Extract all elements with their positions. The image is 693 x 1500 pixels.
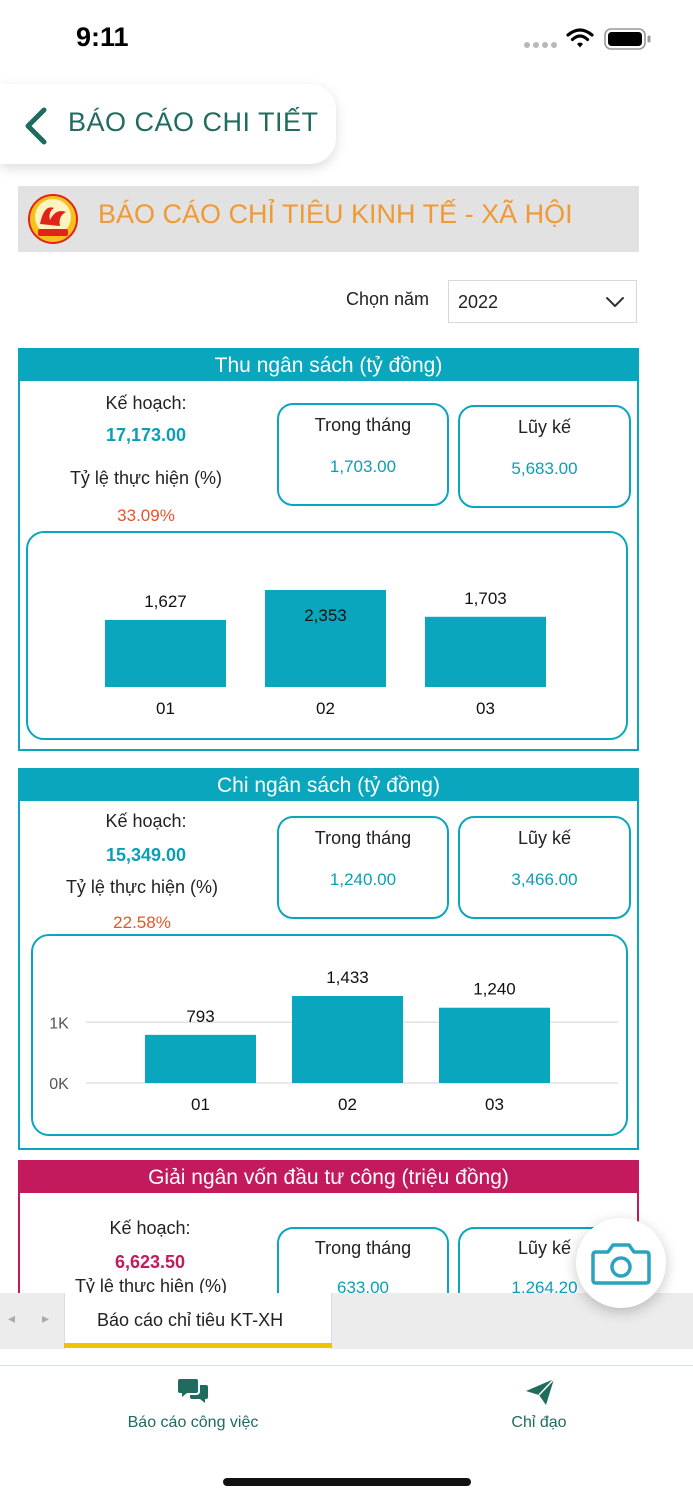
x-tick-label: 01 bbox=[191, 1095, 210, 1114]
x-tick-label: 03 bbox=[476, 699, 495, 718]
battery-icon bbox=[604, 28, 651, 50]
investment-section: Giải ngân vốn đầu tư công (triệu đồng) bbox=[18, 1160, 639, 1295]
nav-work-report-label[interactable]: Báo cáo công việc bbox=[127, 1414, 259, 1431]
month-kpi-label: Trong tháng bbox=[314, 415, 412, 435]
tab-label: Báo cáo chỉ tiêu KT-XH bbox=[97, 1310, 284, 1330]
tab-report-kt-xh[interactable] bbox=[64, 1293, 332, 1349]
long-an-logo bbox=[28, 194, 78, 244]
month-kpi-value: 1,703.00 bbox=[329, 457, 397, 476]
back-icon[interactable] bbox=[18, 104, 58, 148]
month-kpi-value: 633.00 bbox=[337, 1278, 389, 1293]
year-select[interactable] bbox=[448, 280, 637, 323]
bar bbox=[145, 1034, 256, 1083]
cumulative-kpi-value: 1,264.20 bbox=[511, 1278, 578, 1293]
ratio-value: 33.09% bbox=[117, 506, 175, 525]
bottom-navigation bbox=[0, 1365, 693, 1500]
section-title: Chi ngân sách (tỷ đồng) bbox=[20, 770, 637, 801]
year-value: 2022 bbox=[458, 292, 499, 312]
month-kpi-label: Trong tháng bbox=[314, 828, 412, 848]
ratio-label: Tỷ lệ thực hiện (%) bbox=[69, 468, 223, 488]
month-kpi-card bbox=[277, 816, 449, 919]
plan-label: Kế hoạch: bbox=[109, 1218, 191, 1238]
month-kpi-card bbox=[277, 403, 449, 506]
plan-label: Kế hoạch: bbox=[105, 811, 187, 831]
section-title: Giải ngân vốn đầu tư công (triệu đồng) bbox=[20, 1162, 637, 1193]
chat-bubbles-icon bbox=[178, 1379, 208, 1403]
plan-value: 17,173.00 bbox=[105, 425, 187, 445]
nav-directive-label[interactable]: Chỉ đạo bbox=[511, 1414, 567, 1431]
year-label: Chọn năm bbox=[346, 289, 430, 309]
tab-prev-icon[interactable]: ◂ bbox=[8, 1310, 16, 1326]
bar bbox=[105, 619, 226, 687]
cumulative-kpi-card bbox=[458, 816, 631, 919]
data-label: 793 bbox=[186, 1007, 214, 1026]
data-label: 1,703 bbox=[464, 589, 507, 608]
ratio-label: Tỷ lệ thực hiện (%) bbox=[65, 877, 219, 897]
x-tick-label: 03 bbox=[485, 1095, 504, 1114]
cumulative-kpi-label: Lũy kế bbox=[517, 1238, 572, 1258]
plan-label: Kế hoạch: bbox=[105, 393, 187, 413]
bar bbox=[292, 996, 403, 1083]
tab-next-icon[interactable]: ▸ bbox=[42, 1310, 50, 1326]
ratio-label: Tỷ lệ thực hiện (%) bbox=[74, 1278, 228, 1293]
status-time: 9:11 bbox=[76, 22, 129, 52]
camera-button[interactable] bbox=[576, 1218, 666, 1308]
cumulative-kpi-card bbox=[458, 405, 631, 508]
cellular-signal-icon bbox=[524, 42, 557, 48]
cumulative-kpi-clip: 1,264.20 bbox=[458, 1278, 631, 1293]
camera-icon bbox=[591, 1243, 651, 1285]
bar bbox=[265, 590, 386, 687]
section-title: Thu ngân sách (tỷ đồng) bbox=[20, 350, 637, 381]
expenditure-bar-chart: 0K 1K 793 01 1,433 02 1,240 03 bbox=[49, 968, 618, 1114]
wifi-icon bbox=[566, 28, 594, 48]
header-card bbox=[0, 84, 336, 164]
ratio-value: 22.58% bbox=[113, 913, 171, 932]
report-banner bbox=[18, 186, 639, 252]
paper-plane-icon bbox=[526, 1378, 555, 1405]
data-label: 2,353 bbox=[304, 606, 347, 625]
bar bbox=[425, 616, 546, 687]
plan-value: 15,349.00 bbox=[105, 845, 187, 865]
y-tick-label: 1K bbox=[49, 1015, 69, 1032]
ratio-label-clip: Tỷ lệ thực hiện (%) bbox=[46, 1278, 256, 1293]
month-kpi-value: 1,240.00 bbox=[329, 870, 397, 889]
cumulative-kpi-label: Lũy kế bbox=[517, 417, 572, 437]
data-label: 1,433 bbox=[326, 968, 369, 987]
x-tick-label: 02 bbox=[316, 699, 335, 718]
x-tick-label: 01 bbox=[156, 699, 175, 718]
cumulative-kpi-value: 3,466.00 bbox=[511, 870, 578, 889]
x-tick-label: 02 bbox=[338, 1095, 357, 1114]
cumulative-kpi-value: 5,683.00 bbox=[511, 459, 578, 478]
plan-value: 6,623.50 bbox=[114, 1252, 186, 1272]
cumulative-kpi-label: Lũy kế bbox=[517, 828, 572, 848]
data-label: 1,627 bbox=[144, 592, 187, 611]
page-title: BÁO CÁO CHI TIẾT bbox=[68, 107, 319, 137]
month-kpi-clip: 633.00 bbox=[277, 1278, 449, 1293]
revenue-bar-chart: 1,627 01 2,353 02 1,703 03 bbox=[105, 589, 546, 718]
chevron-down-icon bbox=[606, 297, 624, 307]
data-label: 1,240 bbox=[473, 980, 516, 999]
bar bbox=[439, 1007, 550, 1083]
month-kpi-label: Trong tháng bbox=[314, 1238, 412, 1258]
home-indicator bbox=[223, 1478, 471, 1486]
banner-title: BÁO CÁO CHỈ TIÊU KINH TẾ - XÃ HỘI bbox=[98, 199, 573, 229]
y-tick-label: 0K bbox=[49, 1076, 69, 1093]
tab-active-indicator bbox=[64, 1343, 332, 1348]
